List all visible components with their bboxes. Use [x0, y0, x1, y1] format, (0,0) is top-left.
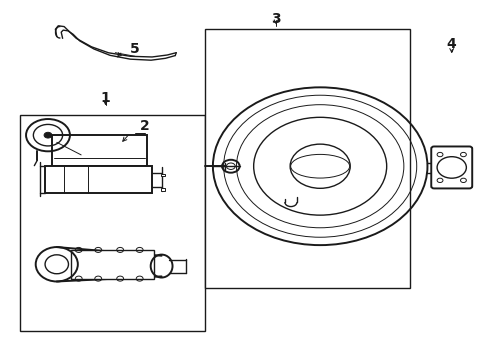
Text: 4: 4 [446, 37, 456, 51]
Bar [20, 116, 205, 330]
Text: 3: 3 [271, 12, 281, 26]
FancyBboxPatch shape [430, 147, 471, 188]
Bar [160, 174, 164, 176]
Text: 1: 1 [101, 90, 110, 104]
Bar [160, 188, 164, 191]
Bar [71, 250, 154, 279]
Bar [44, 166, 152, 193]
Text: 2: 2 [140, 119, 149, 133]
Bar [52, 135, 147, 166]
Text: 5: 5 [130, 42, 140, 56]
Circle shape [44, 132, 52, 138]
Bar [205, 30, 409, 288]
